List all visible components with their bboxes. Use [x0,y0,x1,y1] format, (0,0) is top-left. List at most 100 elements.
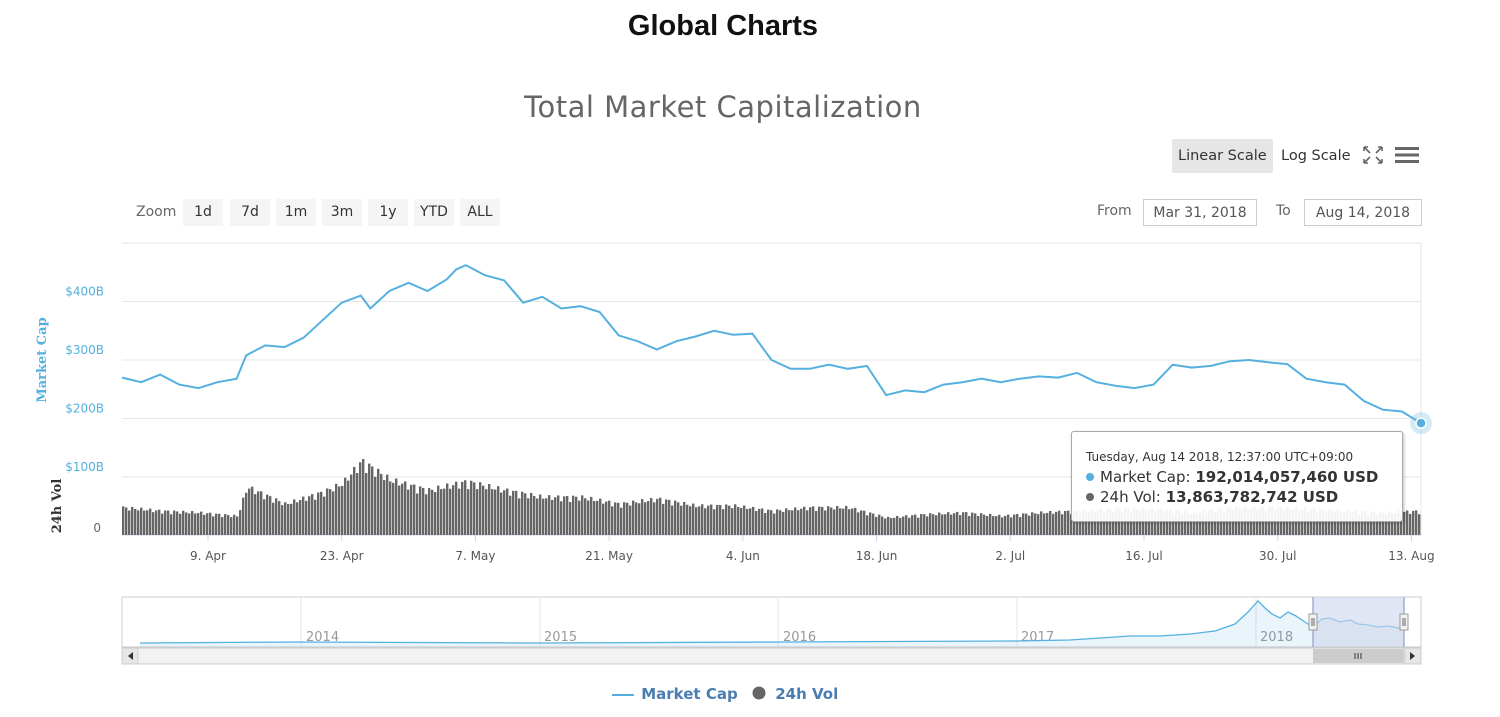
volume-bar [1205,512,1208,535]
zoom-button-1m[interactable]: 1m [276,199,316,226]
volume-bar [587,500,590,535]
volume-bar [1172,513,1175,535]
volume-bar [1196,513,1199,535]
legend-volume[interactable]: 24h Vol [752,685,838,703]
volume-bar [1211,509,1214,535]
volume-bar [1352,511,1355,535]
zoom-button-1d[interactable]: 1d [183,199,223,226]
navigator-handle-left[interactable] [1308,613,1318,631]
x-tick-label: 13. Aug [1388,549,1434,563]
volume-bar [1334,512,1337,535]
navigator-handle-right[interactable] [1399,613,1409,631]
volume-bar [860,510,863,535]
volume-bar [467,489,470,535]
volume-bar [968,516,971,535]
volume-bar [710,504,713,535]
volume-bar [911,515,914,535]
volume-bar [386,474,389,535]
volume-bar [401,483,404,535]
volume-bar [482,485,485,535]
volume-bar [1214,512,1217,535]
volume-bar [155,510,158,535]
volume-bar [785,508,788,535]
volume-bar [1355,510,1358,535]
volume-bar [437,485,440,535]
volume-bar [809,507,812,535]
y-tick-label: $300B [65,343,104,357]
from-date-input[interactable] [1143,199,1257,226]
volume-bar [887,516,890,535]
fullscreen-icon[interactable] [1362,145,1384,169]
log-scale-button[interactable]: Log Scale [1281,148,1351,164]
volume-bar [449,488,452,535]
volume-bar [359,462,362,535]
volume-bar [899,517,902,535]
legend-market-cap[interactable]: Market Cap [612,685,738,703]
tooltip: Tuesday, Aug 14 2018, 12:37:00 UTC+09:00… [1071,431,1403,522]
menu-icon[interactable] [1395,145,1419,169]
volume-bar [1136,509,1139,535]
volume-bar [1052,513,1055,535]
volume-bar [320,491,323,535]
volume-bar [128,510,131,535]
zoom-button-3m[interactable]: 3m [322,199,362,226]
navigator[interactable]: 2014 2015 2016 2017 2018 [121,596,1422,648]
volume-bar [410,484,413,535]
volume-bar [1232,509,1235,535]
volume-bar [932,514,935,535]
volume-bar [521,491,524,535]
volume-bar [632,500,635,535]
volume-bar [1364,510,1367,535]
volume-bar [1265,510,1268,535]
volume-bar [1349,512,1352,535]
volume-bar [371,466,374,535]
tooltip-market-cap-row: Market Cap: 192,014,057,460 USD [1086,468,1378,486]
volume-bar [557,495,560,535]
zoom-button-7d[interactable]: 7d [230,199,270,226]
volume-bar [536,498,539,535]
volume-bar [806,510,809,535]
tooltip-market-cap-label: Market Cap: [1100,468,1191,486]
volume-bar [578,500,581,535]
linear-scale-button[interactable]: Linear Scale [1172,139,1273,173]
volume-bar [1106,509,1109,535]
navigator-selection[interactable] [1313,597,1404,647]
volume-bar [770,510,773,535]
volume-bar [740,508,743,535]
volume-bar [602,503,605,535]
volume-bar [1181,513,1184,535]
volume-bar [179,513,182,535]
y-tick-label: $400B [65,285,104,299]
volume-bar [878,514,881,535]
volume-bar [833,509,836,535]
volume-bar [644,502,647,535]
volume-bar [803,506,806,535]
to-date-input[interactable] [1304,199,1422,226]
volume-bar [473,482,476,535]
legend-market-cap-label: Market Cap [641,685,738,703]
zoom-button-1y[interactable]: 1y [368,199,408,226]
volume-bar [890,518,893,535]
volume-bar [317,492,320,535]
volume-bar [881,516,884,535]
volume-bar [1199,512,1202,535]
volume-bar [623,502,626,535]
volume-bar [995,516,998,535]
zoom-button-all[interactable]: ALL [460,199,500,226]
volume-bar [1409,513,1412,535]
volume-bar [722,509,725,535]
volume-bar [299,500,302,535]
volume-bar [815,511,818,535]
volume-bar [1001,517,1004,535]
navigator-scrollbar[interactable] [121,647,1422,665]
volume-bar [1331,510,1334,535]
volume-bar [875,516,878,535]
volume-bar [719,505,722,535]
volume-bar [146,510,149,535]
volume-bar [278,501,281,535]
zoom-button-ytd[interactable]: YTD [414,199,454,226]
volume-bar [692,503,695,535]
volume-bar [1361,511,1364,535]
volume-bar [491,489,494,535]
volume-bar [611,506,614,535]
